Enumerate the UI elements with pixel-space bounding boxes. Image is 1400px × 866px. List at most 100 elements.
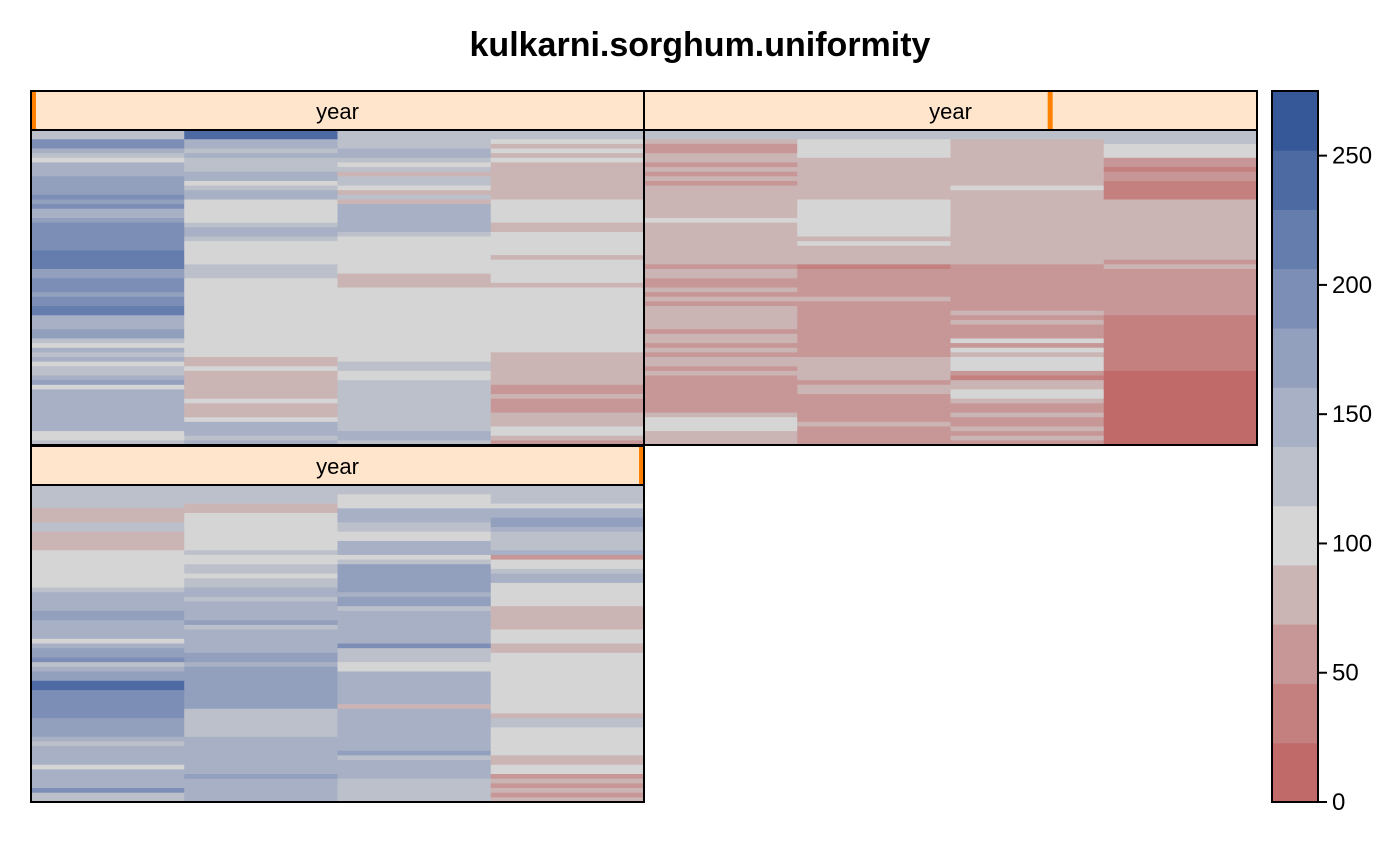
heatmap-cell: [644, 338, 798, 344]
heatmap-cell: [1103, 134, 1258, 140]
heatmap-cell: [1103, 139, 1258, 145]
heatmap-cell: [490, 792, 645, 798]
heatmap-cell: [337, 508, 492, 514]
heatmap-cell: [184, 315, 339, 321]
heatmap-cell: [644, 352, 798, 358]
heatmap-cell: [31, 199, 185, 205]
heatmap-cell: [797, 148, 952, 154]
heatmap-cell: [950, 394, 1105, 400]
colorkey-bin: [1272, 624, 1318, 685]
heatmap-cell: [1103, 208, 1258, 214]
heatmap-cell: [950, 417, 1105, 423]
heatmap-cell: [644, 310, 798, 316]
heatmap-cell: [184, 610, 339, 617]
heatmap-cell: [950, 241, 1105, 247]
heatmap-cell: [950, 370, 1105, 377]
heatmap-cell: [31, 676, 185, 682]
colorkey-tick-label: 100: [1332, 530, 1372, 557]
heatmap-cell: [1103, 333, 1258, 340]
heatmap-cell: [797, 227, 952, 233]
heatmap-cell: [644, 417, 798, 423]
heatmap-cell: [337, 718, 492, 724]
heatmap-cell: [950, 347, 1105, 353]
heatmap-cell: [184, 366, 339, 372]
heatmap-cell: [184, 361, 339, 367]
heatmap-cell: [797, 398, 952, 404]
colorkey-tick-label: 0: [1332, 789, 1345, 816]
heatmap-cell: [797, 306, 952, 312]
strip-level-marker: [1047, 91, 1053, 130]
heatmap-cell: [644, 296, 798, 302]
heatmap-cell: [31, 259, 185, 265]
heatmap-cell: [31, 783, 185, 789]
heatmap-cell: [337, 218, 492, 224]
heatmap-cell: [1103, 356, 1258, 363]
heatmap-cell: [1103, 236, 1258, 242]
heatmap-cell: [184, 634, 339, 640]
heatmap-cell: [337, 629, 492, 635]
heatmap-cell: [644, 375, 798, 381]
heatmap-cell: [644, 143, 798, 150]
heatmap-cell: [337, 310, 492, 316]
heatmap-cell: [490, 736, 645, 742]
heatmap-cell: [337, 685, 492, 691]
heatmap-cell: [337, 778, 492, 784]
heatmap-cell: [31, 596, 185, 603]
heatmap-cell: [797, 324, 952, 330]
heatmap-cell: [490, 167, 645, 173]
heatmap-cell: [797, 213, 952, 219]
heatmap-cell: [31, 568, 185, 575]
heatmap-cell: [337, 662, 492, 668]
heatmap-cell: [490, 412, 645, 418]
heatmap-cell: [31, 592, 185, 598]
heatmap-cell: [337, 389, 492, 395]
heatmap-cell: [490, 268, 645, 275]
heatmap-cell: [797, 292, 952, 298]
heatmap-cell: [337, 797, 492, 803]
heatmap-cell: [1103, 245, 1258, 252]
heatmap-cell: [797, 162, 952, 168]
heatmap-cell: [337, 615, 492, 621]
heatmap-cell: [337, 736, 492, 742]
heatmap-cell: [1103, 421, 1258, 428]
heatmap-cell: [337, 620, 492, 626]
heatmap-cell: [337, 559, 492, 565]
heatmap-cell: [184, 148, 339, 154]
heatmap-cell: [184, 301, 339, 307]
heatmap-cell: [797, 412, 952, 418]
heatmap-cell: [31, 774, 185, 780]
heatmap-cell: [490, 578, 645, 584]
heatmap-cell: [31, 157, 185, 164]
heatmap-cell: [337, 485, 492, 491]
heatmap-cell: [337, 522, 492, 528]
heatmap-cell: [337, 324, 492, 330]
heatmap-cell: [1103, 171, 1258, 177]
heatmap-cell: [184, 774, 339, 780]
heatmap-cell: [797, 241, 952, 247]
heatmap-cell: [950, 245, 1105, 252]
heatmap-cell: [490, 296, 645, 302]
heatmap-cell: [490, 431, 645, 437]
heatmap-cell: [644, 185, 798, 191]
heatmap-cell: [797, 180, 952, 187]
heatmap-cell: [490, 545, 645, 551]
heatmap-cell: [337, 440, 492, 446]
heatmap-cell: [184, 601, 339, 607]
heatmap-cell: [31, 421, 185, 428]
heatmap-cell: [184, 329, 339, 335]
heatmap-cell: [1103, 380, 1258, 386]
heatmap-cell: [490, 498, 645, 505]
heatmap-cell: [337, 652, 492, 659]
heatmap-cell: [31, 306, 185, 312]
heatmap-cell: [184, 231, 339, 238]
colorkey-bin: [1272, 387, 1318, 447]
heatmap-cell: [184, 760, 339, 766]
heatmap-cell: [184, 306, 339, 312]
heatmap-cell: [184, 218, 339, 224]
heatmap-cell: [950, 190, 1105, 196]
heatmap-cell: [797, 338, 952, 344]
heatmap-cell: [797, 403, 952, 409]
heatmap-cell: [31, 333, 185, 340]
heatmap-cell: [31, 319, 185, 326]
heatmap-cell: [337, 431, 492, 437]
